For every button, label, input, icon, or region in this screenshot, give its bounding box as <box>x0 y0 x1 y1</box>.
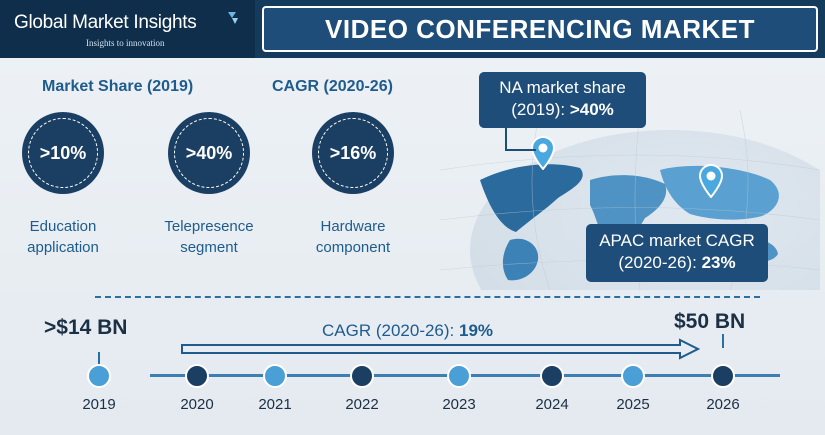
year-label-2023: 2023 <box>442 396 476 413</box>
na-callout-value: >40% <box>569 100 614 119</box>
na-callout-title: NA market share <box>499 78 626 97</box>
brand-tagline: Insights to innovation <box>86 38 165 48</box>
education-label-line2: application <box>27 239 99 256</box>
timeline-dot-2020 <box>185 364 209 388</box>
timeline-dot-2021 <box>263 364 287 388</box>
education-label: Education application <box>0 216 128 258</box>
timeline-dashed-divider <box>95 296 760 298</box>
page-title: VIDEO CONFERENCING MARKET <box>262 6 818 52</box>
timeline-dot-2022 <box>350 364 374 388</box>
year-label-2022: 2022 <box>345 396 379 413</box>
hardware-label-line2: component <box>315 239 391 256</box>
year-label-2026: 2026 <box>706 396 740 413</box>
start-value-tick <box>98 352 100 366</box>
apac-callout-value: 23% <box>701 253 736 272</box>
timeline-dot-2019 <box>87 364 111 388</box>
year-label-2024: 2024 <box>535 396 569 413</box>
hardware-label: Hardware component <box>288 216 418 258</box>
start-market-value: >$14 BN <box>44 316 128 339</box>
timeline-dot-2025 <box>621 364 645 388</box>
brand-name: Global Market Insights <box>14 12 197 33</box>
year-label-2020: 2020 <box>180 396 214 413</box>
timeline-dot-2024 <box>540 364 564 388</box>
apac-cagr-callout: APAC market CAGR (2020-26): 23% <box>586 224 768 282</box>
apac-callout-line2: (2020-26): 23% <box>586 252 768 274</box>
timeline-cagr-label: CAGR (2020-26): 19% <box>322 321 493 341</box>
education-share-value: >10% <box>39 142 87 163</box>
telepresence-label-line1: Telepresence <box>164 218 254 235</box>
timeline-cagr-prefix: CAGR (2020-26): <box>322 321 459 340</box>
year-label-2025: 2025 <box>616 396 650 413</box>
end-value-tick <box>722 334 724 348</box>
world-map-graphic <box>440 110 820 290</box>
telepresence-share-value: >40% <box>185 142 233 163</box>
na-market-share-callout: NA market share (2019): >40% <box>479 72 646 128</box>
education-share-circle: >10% <box>22 112 104 194</box>
timeline-dot-2026 <box>711 364 735 388</box>
timeline-dot-2023 <box>447 364 471 388</box>
growth-arrow-icon <box>181 338 700 360</box>
education-label-line1: Education <box>29 218 97 235</box>
cagr-heading: CAGR (2020-26) <box>272 78 393 95</box>
year-label-2021: 2021 <box>258 396 292 413</box>
telepresence-share-circle: >40% <box>168 112 250 194</box>
telepresence-label-line2: segment <box>180 239 238 256</box>
apac-callout-title: APAC market CAGR <box>599 231 755 250</box>
telepresence-label: Telepresence segment <box>144 216 274 258</box>
apac-callout-period: (2020-26): <box>618 253 702 272</box>
hardware-cagr-circle: >16% <box>312 112 394 194</box>
logo-block: Global Market Insights Insights to innov… <box>0 0 255 58</box>
brand-mark-icon <box>228 12 238 24</box>
year-label-2019: 2019 <box>82 396 116 413</box>
market-share-heading: Market Share (2019) <box>42 78 194 95</box>
hardware-label-line1: Hardware <box>320 218 386 235</box>
na-callout-connector <box>505 128 536 151</box>
hardware-cagr-value: >16% <box>329 142 377 163</box>
timeline-cagr-value: 19% <box>459 321 494 340</box>
na-location-pin-icon <box>530 136 556 170</box>
na-callout-year: (2019): <box>511 100 570 119</box>
header-bar: Global Market Insights Insights to innov… <box>0 0 825 58</box>
apac-location-pin-icon <box>698 164 724 198</box>
na-callout-line2: (2019): >40% <box>479 99 646 121</box>
end-market-value: $50 BN <box>674 310 746 333</box>
